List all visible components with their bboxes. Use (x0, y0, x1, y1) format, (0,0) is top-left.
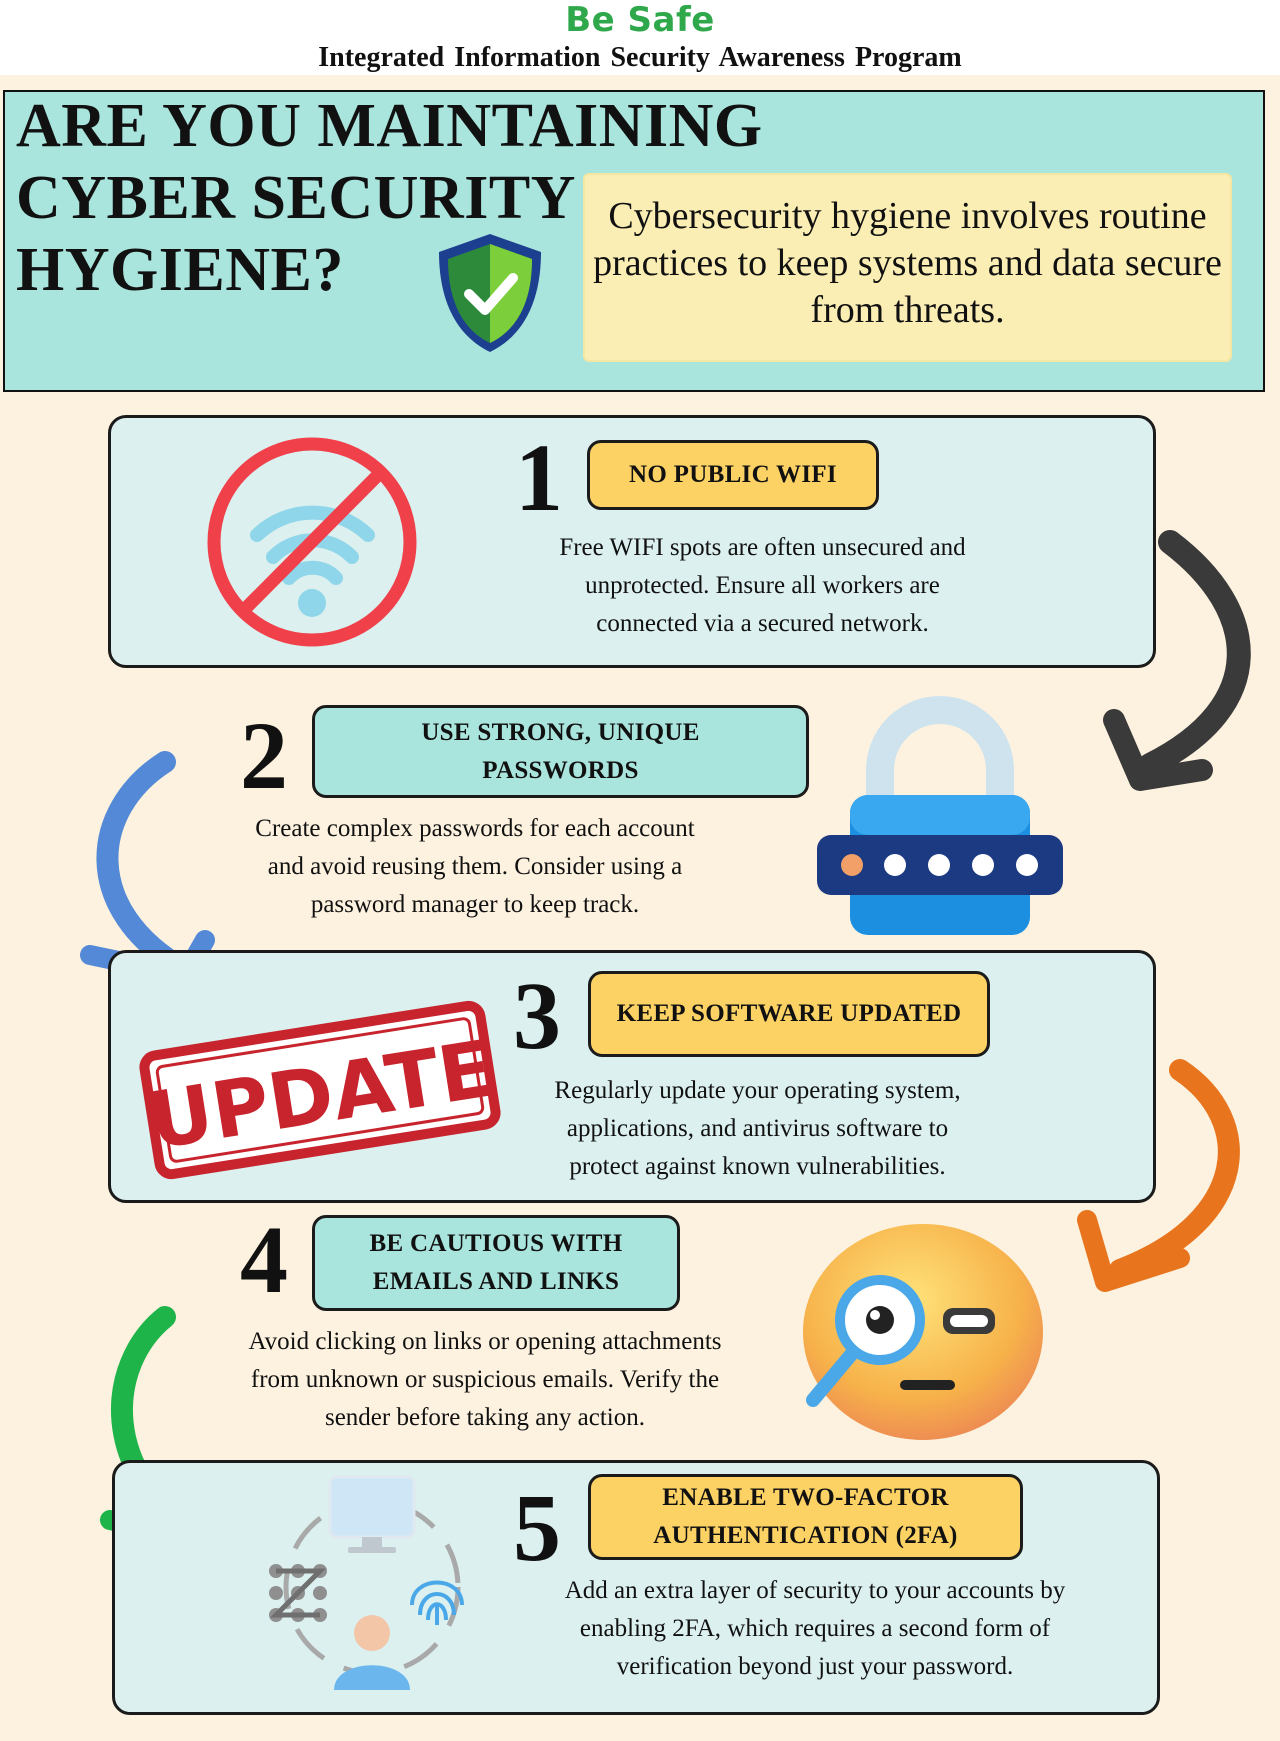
hero-note-text: Cybersecurity hygiene involves routine p… (593, 195, 1222, 331)
step-5-number: 5 (513, 1474, 561, 1581)
description-line: verification beyond just your password. (616, 1653, 1014, 1680)
description-line: Avoid clicking on links or opening attac… (248, 1328, 722, 1355)
magnifier-face-icon (803, 1224, 1043, 1440)
title-line: ENABLE TWO-FACTOR (662, 1484, 949, 1511)
description-line: applications, and antivirus software to (566, 1115, 949, 1142)
description-line: connected via a secured network. (596, 610, 929, 637)
title-line: AUTHENTICATION (2FA) (653, 1522, 958, 1549)
step-2-description: Create complex passwords for each accoun… (195, 810, 755, 924)
hero-title-line: CYBER SECURITY (16, 164, 576, 232)
title-line: USE STRONG, UNIQUE (421, 718, 700, 746)
step-3-title: KEEP SOFTWARE UPDATED (588, 971, 990, 1057)
two-factor-icon (269, 1475, 464, 1690)
step-4-description: Avoid clicking on links or opening attac… (200, 1323, 770, 1437)
step-4-number: 4 (240, 1206, 288, 1313)
update-stamp-icon: UPDATE (139, 1000, 501, 1180)
description-line: Free WIFI spots are often unsecured and (559, 534, 966, 561)
description-line: password manager to keep track. (310, 891, 640, 918)
step-5-description: Add an extra layer of security to your a… (525, 1572, 1105, 1686)
step-3-description: Regularly update your operating system, … (480, 1072, 1035, 1186)
arrow-down-left-dark-icon (1103, 530, 1251, 791)
hero-title-line: HYGIENE? (16, 236, 344, 304)
step-4-title: BE CAUTIOUS WITH EMAILS AND LINKS (312, 1215, 680, 1311)
step-2-title: USE STRONG, UNIQUE PASSWORDS (312, 705, 809, 798)
step-3-number: 3 (513, 962, 561, 1069)
description-line: enabling 2FA, which requires a second fo… (579, 1615, 1051, 1642)
description-line: unprotected. Ensure all workers are (585, 572, 940, 599)
step-2-number: 2 (240, 702, 288, 809)
step-5-title: ENABLE TWO-FACTOR AUTHENTICATION (2FA) (588, 1474, 1023, 1560)
padlock-password-icon (817, 696, 1063, 935)
program-subtitle: Integrated Information Security Awarenes… (318, 42, 962, 73)
step-1-number: 1 (515, 424, 563, 531)
title-line: PASSWORDS (482, 756, 639, 784)
arrow-down-left-orange-icon (1077, 1059, 1240, 1292)
description-line: protect against known vulnerabilities. (569, 1153, 946, 1180)
no-wifi-icon (207, 437, 417, 647)
hero-title: ARE YOU MAINTAINING CYBER SECURITY HYGIE… (16, 90, 776, 306)
hero-note-box (585, 175, 1230, 360)
description-line: Add an extra layer of security to your a… (564, 1577, 1066, 1604)
brand-title: Be Safe (565, 0, 715, 40)
title-line: EMAILS AND LINKS (372, 1268, 620, 1295)
title-line: BE CAUTIOUS WITH (369, 1230, 623, 1257)
description-line: and avoid reusing them. Consider using a (267, 853, 683, 880)
description-line: from unknown or suspicious emails. Verif… (250, 1366, 720, 1393)
description-line: Create complex passwords for each accoun… (255, 815, 695, 842)
description-line: sender before taking any action. (324, 1404, 645, 1431)
step-1-description: Free WIFI spots are often unsecured and … (460, 529, 1065, 643)
shield-check-icon (439, 234, 541, 352)
hero-title-line: ARE YOU MAINTAINING (16, 92, 763, 160)
description-line: Regularly update your operating system, (554, 1077, 961, 1104)
step-1-title: NO PUBLIC WIFI (587, 440, 879, 510)
